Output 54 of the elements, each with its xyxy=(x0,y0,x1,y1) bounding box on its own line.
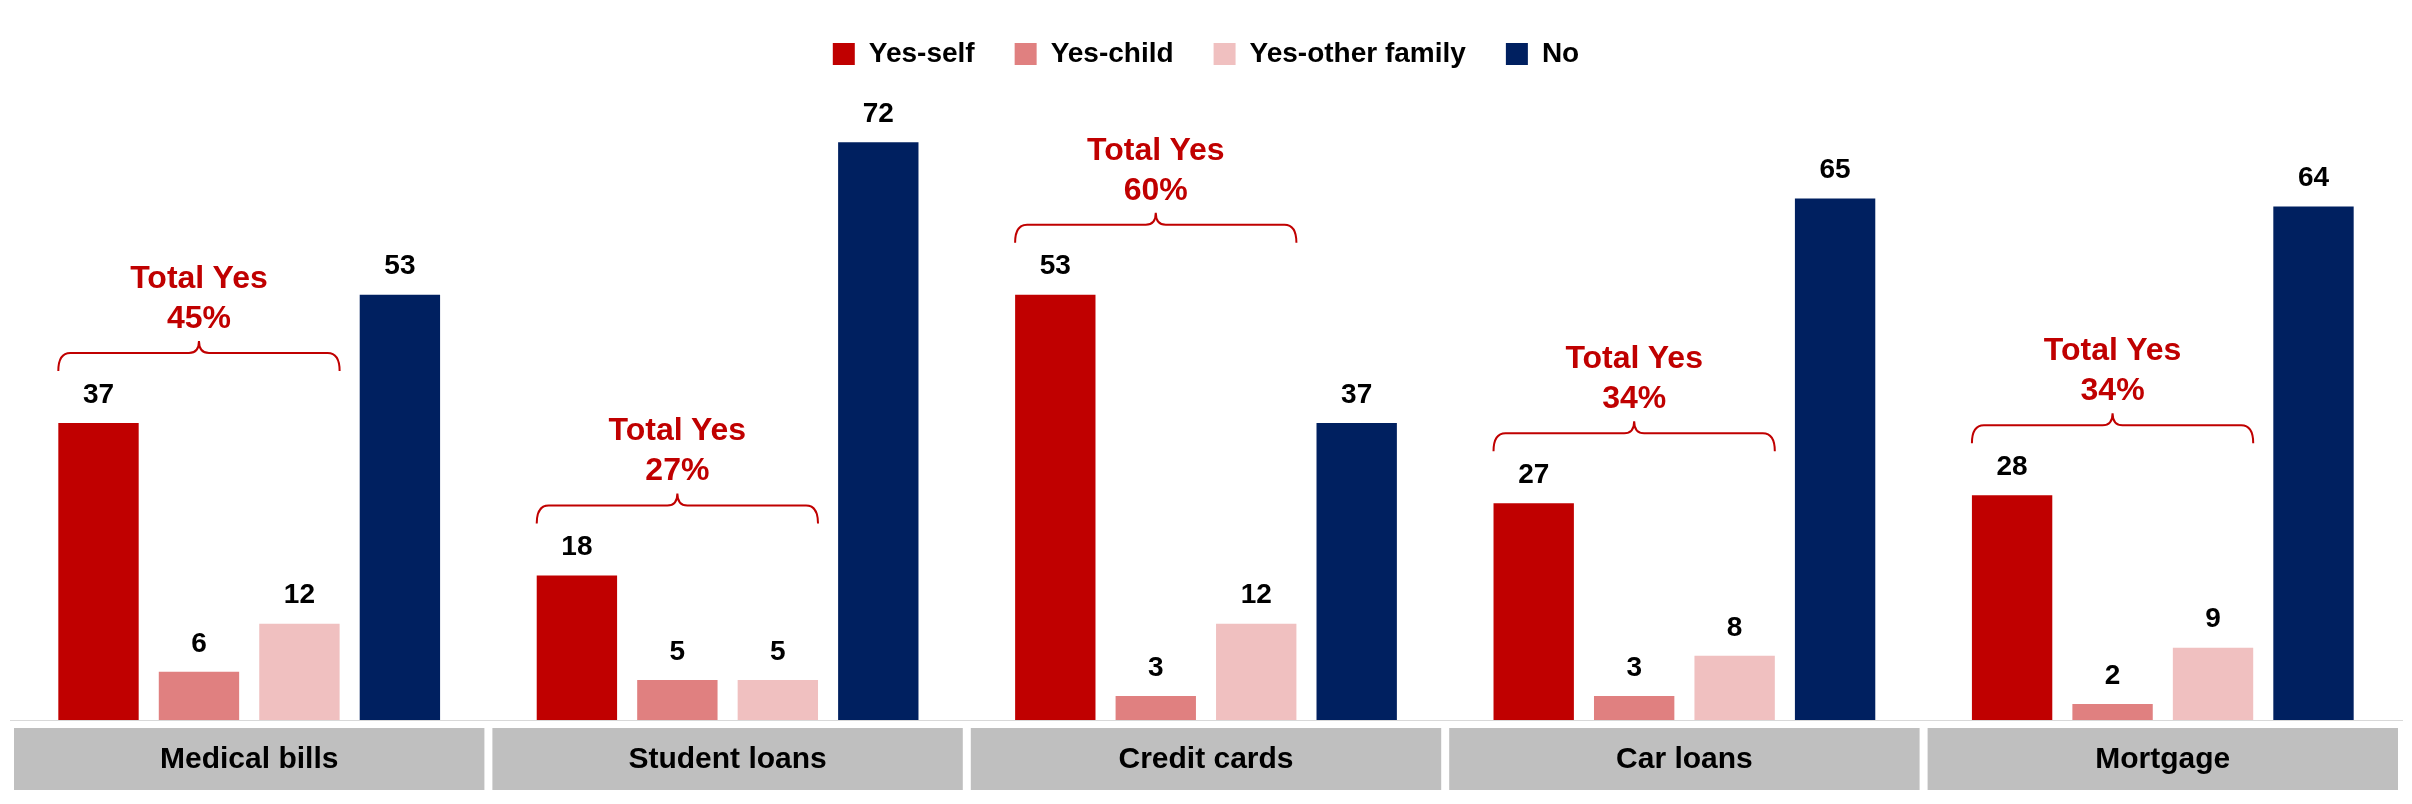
data-label: 28 xyxy=(1996,450,2028,482)
bar xyxy=(637,679,718,720)
bar xyxy=(1694,655,1775,720)
data-label: 64 xyxy=(2297,161,2330,193)
annotation: Total Yes 34% xyxy=(2043,331,2182,408)
data-label: 2 xyxy=(2104,658,2121,690)
data-label: 8 xyxy=(1726,610,1743,642)
data-label: 5 xyxy=(770,634,786,666)
data-label: 53 xyxy=(384,249,416,281)
data-label: 53 xyxy=(1039,249,1071,281)
bar xyxy=(1493,503,1574,720)
bar xyxy=(1971,495,2053,720)
bar xyxy=(2273,206,2354,720)
x-tick-label: Medical bills xyxy=(160,741,339,775)
data-label: 9 xyxy=(2205,602,2221,634)
data-label: 12 xyxy=(283,578,316,610)
legend-label: Yes-self xyxy=(868,36,976,68)
annotation: Total Yes 34% xyxy=(1565,339,1703,416)
bar xyxy=(536,575,618,720)
bar xyxy=(1015,294,1096,720)
bar xyxy=(158,671,240,720)
x-tick-label: Mortgage xyxy=(2095,741,2231,775)
legend-label: Yes-child xyxy=(1050,36,1174,68)
x-tick-label: Car loans xyxy=(1616,741,1753,775)
bar xyxy=(737,679,819,720)
data-label: 6 xyxy=(191,626,207,658)
data-label: 37 xyxy=(82,377,115,409)
x-tick-label: Student loans xyxy=(628,741,827,775)
bar xyxy=(1115,695,1196,720)
annotation: Total Yes 27% xyxy=(608,411,747,488)
data-label: 3 xyxy=(1626,650,1642,682)
bar xyxy=(259,623,340,720)
legend-label: Yes-other family xyxy=(1249,36,1467,68)
x-tick-label: Credit cards xyxy=(1118,741,1294,775)
data-label: 5 xyxy=(669,634,686,666)
bar xyxy=(1593,695,1675,720)
data-label: 3 xyxy=(1147,650,1164,682)
data-label: 27 xyxy=(1518,458,1550,490)
data-label: 12 xyxy=(1240,578,1272,610)
bar xyxy=(1794,198,1876,720)
data-label: 65 xyxy=(1819,153,1851,185)
bar xyxy=(2172,647,2254,720)
bar xyxy=(1216,623,1297,720)
bar xyxy=(58,423,139,720)
data-label: 37 xyxy=(1341,377,1373,409)
annotation: Total Yes 45% xyxy=(130,258,268,335)
legend-label: No xyxy=(1541,36,1580,68)
bar xyxy=(838,142,919,720)
bar xyxy=(2072,703,2153,720)
annotation: Total Yes 60% xyxy=(1086,130,1225,207)
data-label: 72 xyxy=(862,96,894,128)
bar xyxy=(359,294,441,720)
bar xyxy=(1316,423,1397,720)
data-label: 18 xyxy=(561,530,593,562)
